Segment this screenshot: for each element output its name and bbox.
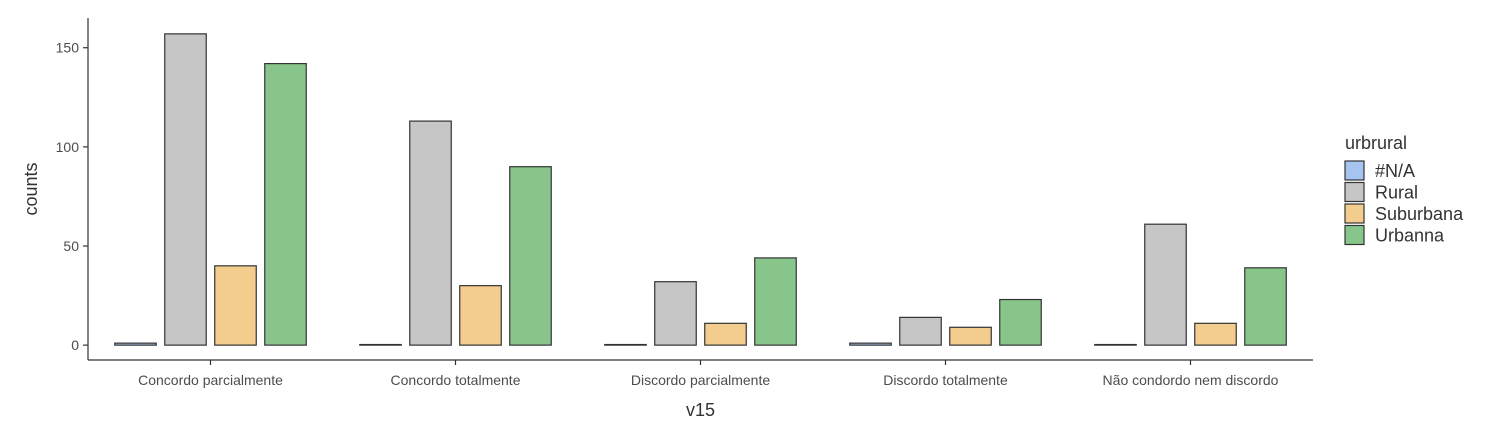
bar: [164, 33, 207, 346]
bar: [1094, 343, 1137, 346]
legend-swatch: [1344, 181, 1365, 203]
legend-label: #N/A: [1375, 161, 1415, 181]
y-tick-label: 150: [56, 40, 80, 56]
bar: [949, 326, 992, 346]
x-tick-label: Concordo totalmente: [391, 372, 521, 388]
bar: [1244, 267, 1287, 346]
bar: [654, 281, 697, 346]
bar: [604, 343, 647, 346]
legend-label: Rural: [1375, 183, 1418, 203]
x-tick-label: Não condordo nem discordo: [1103, 372, 1279, 388]
plot-area: [114, 33, 1287, 346]
y-axis-title: counts: [21, 162, 41, 215]
bar: [359, 343, 402, 346]
legend-title: urbrural: [1345, 133, 1407, 153]
y-tick-label: 50: [63, 238, 79, 254]
bar: [849, 342, 892, 346]
bar: [214, 265, 257, 346]
bar: [1194, 322, 1237, 346]
x-tick-label: Discordo totalmente: [883, 372, 1008, 388]
legend-swatch: [1344, 203, 1365, 224]
bar: [264, 62, 307, 346]
x-axis-title: v15: [686, 400, 715, 420]
bar: [754, 257, 797, 346]
y-tick-label: 100: [56, 139, 80, 155]
legend-label: Urbanna: [1375, 226, 1445, 246]
bar: [509, 166, 552, 346]
x-tick-label: Concordo parcialmente: [138, 372, 283, 388]
bar: [899, 316, 942, 346]
bar: [1144, 223, 1187, 346]
legend-label: Suburbana: [1375, 204, 1464, 224]
legend-swatch: [1344, 224, 1365, 246]
axes: 0 50 100 150 Concordo parcialmente Concordo t…: [56, 18, 1313, 388]
legend-swatch: [1344, 160, 1365, 181]
x-tick-label: Discordo parcialmente: [631, 372, 770, 388]
bar: [114, 342, 157, 346]
bar: [999, 298, 1042, 346]
bar: [459, 285, 502, 346]
bar: [409, 120, 452, 346]
y-tick-label: 0: [71, 337, 79, 353]
bar: [704, 322, 747, 346]
